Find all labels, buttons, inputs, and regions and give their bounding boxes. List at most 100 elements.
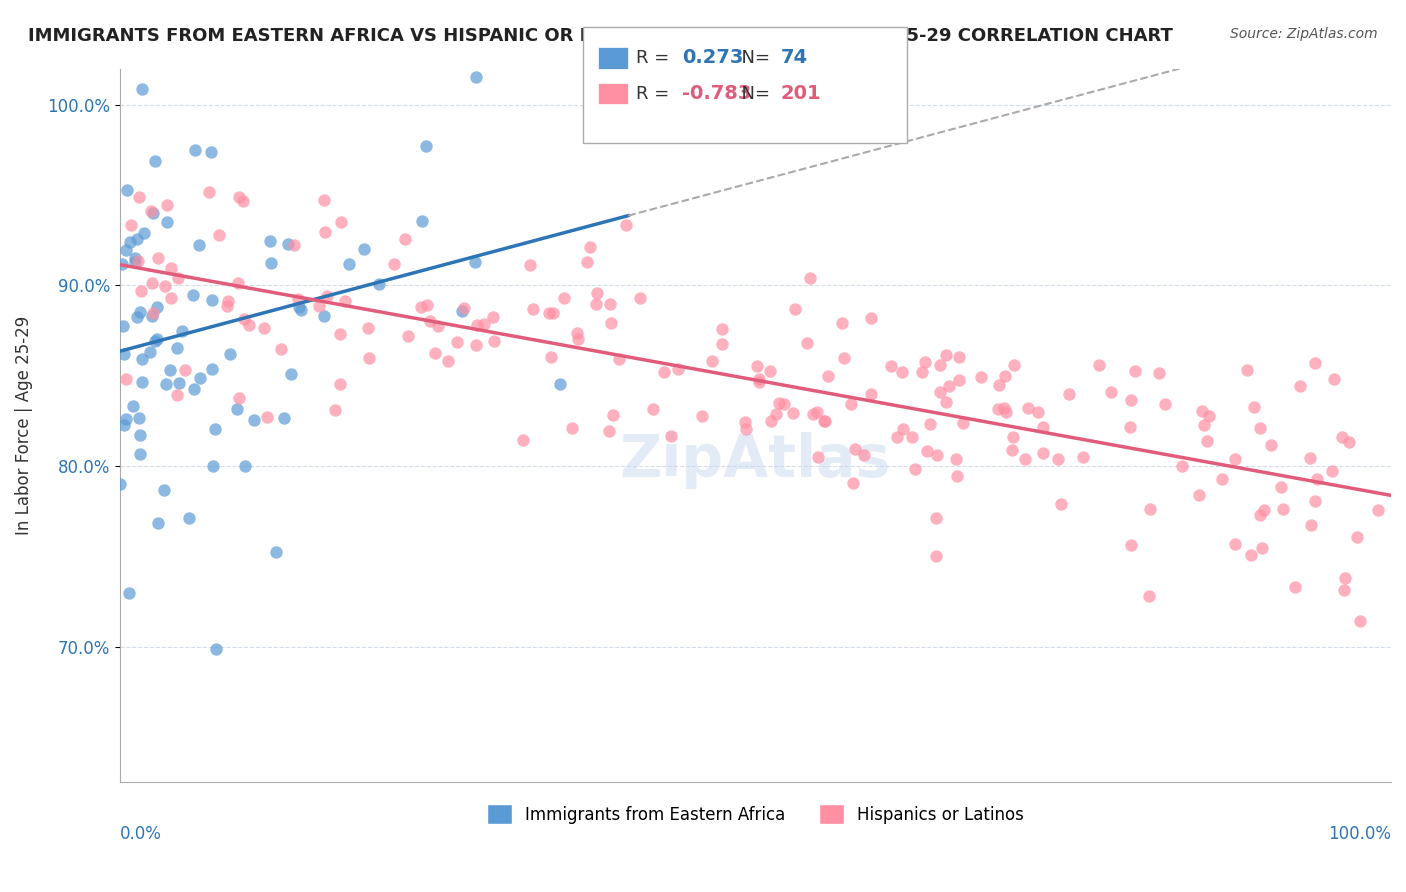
Hispanics or Latinos — [1119, 392, 1142, 407]
Hispanics or Latinos — [1087, 359, 1109, 373]
Immigrants from Eastern Africa — [188, 237, 211, 252]
Immigrants from Eastern Africa — [353, 242, 375, 256]
Hispanics or Latinos — [308, 299, 330, 313]
Hispanics or Latinos — [609, 352, 631, 367]
Hispanics or Latinos — [796, 336, 818, 351]
Hispanics or Latinos — [987, 402, 1010, 417]
Immigrants from Eastern Africa — [219, 347, 242, 361]
Immigrants from Eastern Africa — [132, 226, 155, 240]
Immigrants from Eastern Africa — [124, 251, 146, 265]
Hispanics or Latinos — [586, 285, 609, 300]
Hispanics or Latinos — [1026, 405, 1049, 419]
Hispanics or Latinos — [1253, 503, 1275, 517]
Hispanics or Latinos — [1171, 458, 1194, 473]
Hispanics or Latinos — [283, 238, 305, 252]
Hispanics or Latinos — [1330, 429, 1353, 443]
Immigrants from Eastern Africa — [153, 483, 176, 498]
Immigrants from Eastern Africa — [290, 303, 312, 318]
Hispanics or Latinos — [148, 252, 170, 266]
Immigrants from Eastern Africa — [242, 413, 264, 427]
Hispanics or Latinos — [232, 194, 254, 209]
Hispanics or Latinos — [1147, 367, 1170, 381]
Hispanics or Latinos — [891, 422, 914, 436]
Hispanics or Latinos — [128, 190, 150, 204]
Hispanics or Latinos — [472, 317, 495, 331]
Hispanics or Latinos — [238, 318, 260, 332]
Hispanics or Latinos — [834, 351, 856, 366]
Immigrants from Eastern Africa — [225, 401, 247, 416]
Hispanics or Latinos — [711, 322, 734, 336]
Hispanics or Latinos — [994, 405, 1017, 419]
Hispanics or Latinos — [541, 306, 564, 320]
Hispanics or Latinos — [1240, 549, 1263, 563]
Hispanics or Latinos — [1284, 580, 1306, 594]
Hispanics or Latinos — [1346, 530, 1368, 544]
Hispanics or Latinos — [945, 451, 967, 466]
Hispanics or Latinos — [599, 297, 621, 311]
Hispanics or Latinos — [579, 240, 602, 254]
Hispanics or Latinos — [482, 334, 505, 349]
Immigrants from Eastern Africa — [139, 345, 162, 359]
Hispanics or Latinos — [1137, 590, 1160, 604]
Immigrants from Eastern Africa — [183, 382, 205, 396]
Hispanics or Latinos — [747, 359, 769, 374]
Hispanics or Latinos — [1121, 538, 1143, 552]
Hispanics or Latinos — [312, 194, 335, 208]
Hispanics or Latinos — [807, 450, 830, 464]
Hispanics or Latinos — [911, 365, 934, 379]
Hispanics or Latinos — [256, 410, 278, 425]
Hispanics or Latinos — [1322, 464, 1344, 478]
Immigrants from Eastern Africa — [143, 154, 166, 169]
Hispanics or Latinos — [1289, 378, 1312, 392]
Hispanics or Latinos — [1271, 501, 1294, 516]
Hispanics or Latinos — [1260, 438, 1282, 452]
Immigrants from Eastern Africa — [273, 411, 295, 425]
Hispanics or Latinos — [565, 326, 588, 340]
Immigrants from Eastern Africa — [112, 318, 135, 333]
Hispanics or Latinos — [115, 372, 138, 386]
Hispanics or Latinos — [927, 448, 949, 462]
Hispanics or Latinos — [993, 401, 1015, 416]
Text: ZipAtlas: ZipAtlas — [620, 433, 891, 490]
Immigrants from Eastern Africa — [108, 476, 131, 491]
Hispanics or Latinos — [710, 337, 733, 351]
Hispanics or Latinos — [814, 414, 837, 428]
Hispanics or Latinos — [287, 292, 309, 306]
Hispanics or Latinos — [690, 409, 713, 424]
Immigrants from Eastern Africa — [204, 422, 226, 436]
Hispanics or Latinos — [226, 276, 249, 290]
Hispanics or Latinos — [859, 311, 882, 326]
Hispanics or Latinos — [765, 407, 787, 421]
Hispanics or Latinos — [748, 371, 770, 385]
Immigrants from Eastern Africa — [112, 347, 135, 361]
Hispanics or Latinos — [806, 405, 828, 419]
Hispanics or Latinos — [758, 364, 780, 378]
Hispanics or Latinos — [553, 291, 575, 305]
Immigrants from Eastern Africa — [260, 255, 283, 269]
Hispanics or Latinos — [1032, 420, 1054, 434]
Text: -0.783: -0.783 — [682, 84, 751, 103]
Hispanics or Latinos — [141, 276, 163, 290]
Hispanics or Latinos — [394, 232, 416, 246]
Immigrants from Eastern Africa — [188, 370, 211, 384]
Legend: Immigrants from Eastern Africa, Hispanics or Latinos: Immigrants from Eastern Africa, Hispanic… — [479, 797, 1031, 830]
Immigrants from Eastern Africa — [131, 351, 153, 366]
Immigrants from Eastern Africa — [124, 254, 146, 268]
Y-axis label: In Labor Force | Age 25-29: In Labor Force | Age 25-29 — [15, 316, 32, 535]
Hispanics or Latinos — [215, 299, 238, 313]
Hispanics or Latinos — [436, 354, 458, 368]
Hispanics or Latinos — [323, 402, 346, 417]
Hispanics or Latinos — [879, 359, 901, 373]
Hispanics or Latinos — [519, 258, 541, 272]
Hispanics or Latinos — [1223, 451, 1246, 466]
Hispanics or Latinos — [1299, 518, 1322, 533]
Hispanics or Latinos — [329, 326, 352, 341]
Hispanics or Latinos — [628, 291, 651, 305]
Hispanics or Latinos — [160, 261, 183, 276]
Hispanics or Latinos — [576, 255, 599, 269]
Hispanics or Latinos — [785, 302, 807, 317]
Hispanics or Latinos — [652, 365, 675, 379]
Hispanics or Latinos — [946, 469, 969, 483]
Immigrants from Eastern Africa — [121, 400, 143, 414]
Text: N=: N= — [730, 85, 769, 103]
